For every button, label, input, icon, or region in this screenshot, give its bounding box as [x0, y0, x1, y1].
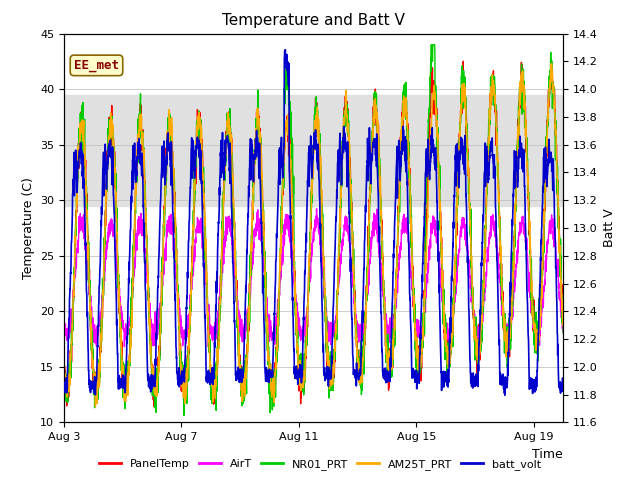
Y-axis label: Temperature (C): Temperature (C): [22, 177, 35, 279]
Title: Temperature and Batt V: Temperature and Batt V: [222, 13, 405, 28]
Legend: PanelTemp, AirT, NR01_PRT, AM25T_PRT, batt_volt: PanelTemp, AirT, NR01_PRT, AM25T_PRT, ba…: [94, 455, 546, 474]
Y-axis label: Batt V: Batt V: [604, 209, 616, 247]
Text: EE_met: EE_met: [74, 59, 119, 72]
X-axis label: Time: Time: [532, 448, 563, 461]
Bar: [64, 95, 563, 206]
